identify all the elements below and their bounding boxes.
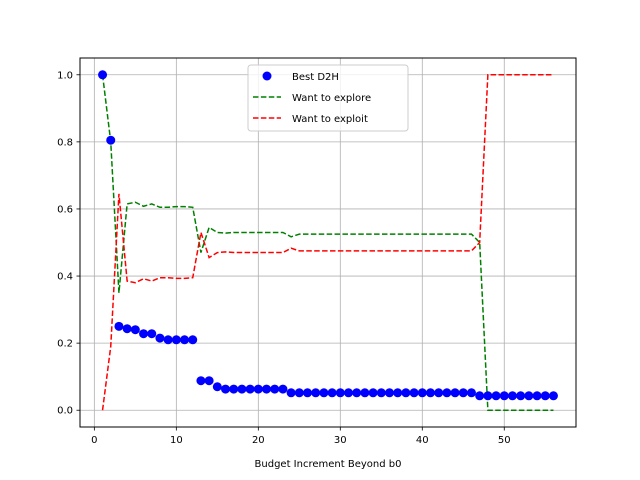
- x-tick-label: 20: [252, 435, 265, 446]
- data-point-best-d2h: [524, 391, 533, 400]
- data-point-best-d2h: [492, 391, 501, 400]
- data-point-best-d2h: [106, 136, 115, 145]
- data-point-best-d2h: [287, 388, 296, 397]
- data-point-best-d2h: [254, 385, 263, 394]
- data-point-best-d2h: [483, 391, 492, 400]
- data-point-best-d2h: [369, 388, 378, 397]
- data-point-best-d2h: [500, 391, 509, 400]
- data-point-best-d2h: [139, 329, 148, 338]
- data-point-best-d2h: [426, 388, 435, 397]
- x-tick-label: 50: [498, 435, 511, 446]
- data-point-best-d2h: [155, 334, 164, 343]
- data-point-best-d2h: [188, 335, 197, 344]
- data-point-best-d2h: [98, 70, 107, 79]
- data-point-best-d2h: [196, 376, 205, 385]
- data-point-best-d2h: [352, 388, 361, 397]
- x-axis-label: Budget Increment Beyond b0: [255, 459, 402, 470]
- x-tick-label: 40: [416, 435, 429, 446]
- data-point-best-d2h: [114, 322, 123, 331]
- legend-label-want-to-exploit: Want to exploit: [292, 114, 368, 125]
- data-point-best-d2h: [303, 388, 312, 397]
- data-point-best-d2h: [475, 391, 484, 400]
- x-tick-label: 30: [334, 435, 347, 446]
- data-point-best-d2h: [451, 388, 460, 397]
- data-point-best-d2h: [237, 385, 246, 394]
- data-point-best-d2h: [180, 335, 189, 344]
- data-point-best-d2h: [319, 388, 328, 397]
- data-point-best-d2h: [442, 388, 451, 397]
- legend-label-best-d2h: Best D2H: [292, 72, 339, 83]
- data-point-best-d2h: [229, 385, 238, 394]
- data-point-best-d2h: [123, 324, 132, 333]
- data-point-best-d2h: [262, 385, 271, 394]
- data-point-best-d2h: [533, 391, 542, 400]
- data-point-best-d2h: [360, 388, 369, 397]
- data-point-best-d2h: [278, 385, 287, 394]
- data-point-best-d2h: [508, 391, 517, 400]
- data-point-best-d2h: [131, 325, 140, 334]
- legend-label-want-to-explore: Want to explore: [292, 93, 371, 104]
- y-tick-label: 0.6: [57, 204, 73, 215]
- data-point-best-d2h: [516, 391, 525, 400]
- data-point-best-d2h: [385, 388, 394, 397]
- y-tick-label: 0.4: [57, 272, 73, 283]
- y-tick-label: 0.2: [57, 339, 73, 350]
- data-point-best-d2h: [270, 385, 279, 394]
- x-tick-label: 0: [91, 435, 97, 446]
- y-tick-label: 1.0: [57, 70, 73, 81]
- data-point-best-d2h: [164, 335, 173, 344]
- data-point-best-d2h: [467, 388, 476, 397]
- y-tick-label: 0.0: [57, 406, 73, 417]
- data-point-best-d2h: [401, 388, 410, 397]
- data-point-best-d2h: [147, 329, 156, 338]
- legend: Best D2H Want to explore Want to exploit: [248, 65, 408, 131]
- data-point-best-d2h: [172, 335, 181, 344]
- data-point-best-d2h: [213, 382, 222, 391]
- data-point-best-d2h: [205, 376, 214, 385]
- y-tick-label: 0.8: [57, 137, 73, 148]
- data-point-best-d2h: [377, 388, 386, 397]
- data-point-best-d2h: [344, 388, 353, 397]
- x-tick-label: 10: [170, 435, 183, 446]
- data-point-best-d2h: [418, 388, 427, 397]
- data-point-best-d2h: [336, 388, 345, 397]
- data-point-best-d2h: [246, 385, 255, 394]
- data-point-best-d2h: [295, 388, 304, 397]
- data-point-best-d2h: [549, 391, 558, 400]
- data-point-best-d2h: [311, 388, 320, 397]
- data-point-best-d2h: [541, 391, 550, 400]
- legend-marker-best-d2h: [263, 72, 272, 81]
- data-point-best-d2h: [410, 388, 419, 397]
- data-point-best-d2h: [328, 388, 337, 397]
- data-point-best-d2h: [434, 388, 443, 397]
- data-point-best-d2h: [221, 385, 230, 394]
- data-point-best-d2h: [459, 388, 468, 397]
- data-point-best-d2h: [393, 388, 402, 397]
